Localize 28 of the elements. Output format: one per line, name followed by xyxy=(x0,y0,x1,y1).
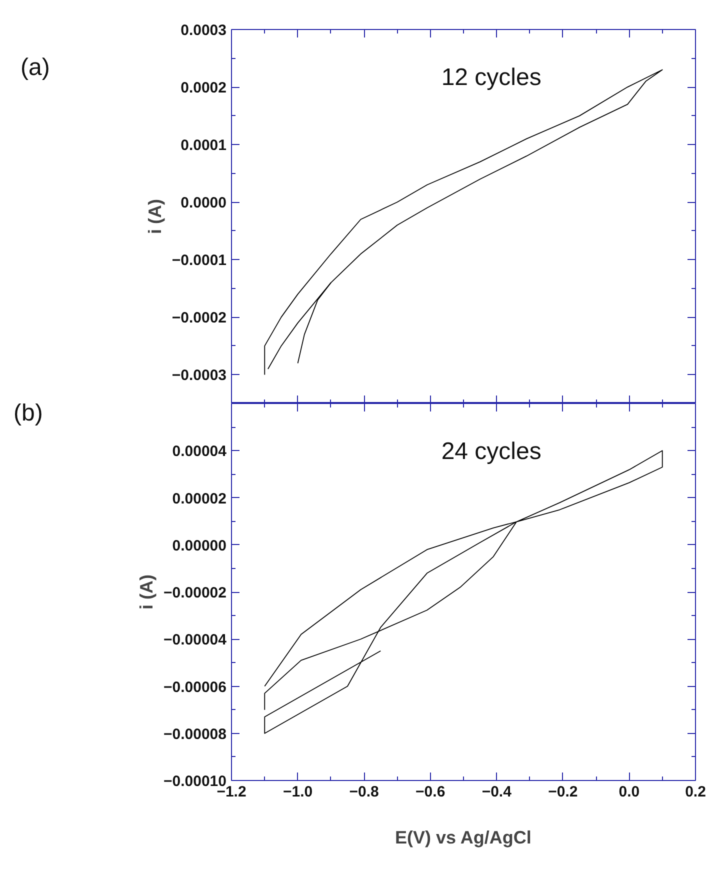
annotation: 12 cycles xyxy=(441,64,542,91)
y-tick-label: 0.0002 xyxy=(180,80,227,97)
x-tick-label: −0.2 xyxy=(548,784,578,800)
y-tick-label: 0.00002 xyxy=(172,490,227,508)
y-axis-title: i (A) xyxy=(144,198,165,234)
text: (a) xyxy=(20,54,50,82)
x-tick-label: −0.6 xyxy=(416,784,446,800)
annotation: 24 cycles xyxy=(441,438,542,465)
y-tick-label: −0.00008 xyxy=(164,726,227,743)
y-axis-title: i (A) xyxy=(136,574,157,610)
y-tick-label: −0.0001 xyxy=(172,252,226,270)
x-tick-label: −1.0 xyxy=(282,784,313,800)
y-tick-label: −0.0003 xyxy=(172,367,226,384)
y-tick-label: 0.00000 xyxy=(172,537,227,554)
x-tick-label: −0.8 xyxy=(349,784,379,800)
y-tick-label: 0.0001 xyxy=(180,137,227,154)
x-axis-title: E(V) vs Ag/AgCl xyxy=(394,828,532,848)
y-tick-label: 0.0003 xyxy=(180,22,227,39)
x-tick-label: −0.4 xyxy=(482,784,512,800)
x-tick-label: 0.0 xyxy=(618,784,640,800)
y-tick-label: −0.00010 xyxy=(164,773,227,790)
y-tick-label: 0.00004 xyxy=(172,443,228,460)
y-tick-label: −0.00002 xyxy=(164,584,227,602)
y-tick-label: 0.0000 xyxy=(180,194,227,212)
y-tick-label: −0.0002 xyxy=(172,310,226,327)
x-tick-label: 0.2 xyxy=(685,784,706,800)
y-tick-label: −0.00006 xyxy=(164,678,227,696)
y-tick-label: −0.00004 xyxy=(164,632,228,649)
